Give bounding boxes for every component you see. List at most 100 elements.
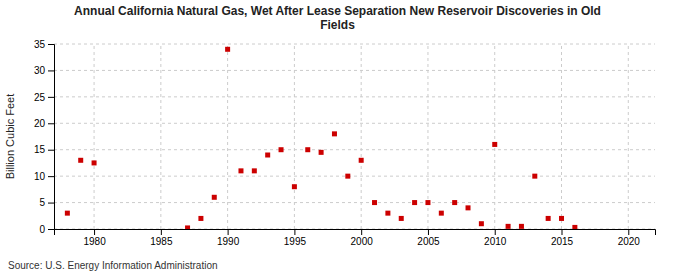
source: Source: U.S. Energy Information Administ…: [8, 260, 218, 271]
point: [252, 168, 257, 173]
x-tick-mark: [161, 229, 162, 235]
x-tick: 2000: [351, 229, 374, 247]
grid-line-x: [94, 44, 95, 229]
point: [198, 216, 203, 221]
point: [319, 150, 324, 155]
point: [92, 160, 97, 165]
grid-line-x: [628, 44, 629, 229]
point: [185, 225, 190, 229]
x-tick-mark: [361, 229, 362, 235]
x-tick: 2020: [618, 229, 641, 247]
point: [372, 200, 377, 205]
x-tick: 1980: [83, 229, 106, 247]
x-tick-label: 1980: [83, 236, 106, 247]
y-tick-label: 0: [39, 224, 45, 235]
point: [452, 200, 457, 205]
x-tick-label: 2005: [417, 236, 440, 247]
grid: [54, 44, 655, 229]
x-axis-line: [55, 230, 656, 236]
x-tick-mark: [562, 229, 563, 235]
point: [279, 147, 284, 152]
y-tick-label: 10: [34, 171, 46, 182]
x-tick-label: 1990: [217, 236, 240, 247]
point: [399, 216, 404, 221]
point: [479, 221, 484, 226]
grid-line-y: [54, 149, 655, 150]
y-tick: 35: [34, 39, 54, 50]
grid-line-x: [294, 44, 295, 229]
x-tick: 1990: [217, 229, 240, 247]
grid-line-y: [54, 96, 655, 97]
grid-line-x: [494, 44, 495, 229]
x-tick-label: 2020: [618, 236, 641, 247]
x-tick: 2015: [551, 229, 574, 247]
point: [65, 211, 70, 216]
x-tick-label: 1985: [150, 236, 173, 247]
chart: Annual California Natural Gas, Wet After…: [0, 0, 675, 275]
y-tick-label: 25: [34, 92, 46, 103]
point: [212, 195, 217, 200]
point: [519, 224, 524, 229]
y-tick-mark: [48, 150, 54, 151]
point: [265, 153, 270, 158]
grid-line-x: [561, 44, 562, 229]
x-tick: 1995: [284, 229, 307, 247]
y-tick-mark: [48, 70, 54, 71]
title-line: Fields: [320, 18, 355, 32]
y-tick: 20: [34, 118, 54, 129]
point: [466, 205, 471, 210]
y-axis: 0 5 10 15 20 25 30 35: [34, 39, 55, 235]
grid-line-y: [54, 70, 655, 71]
point: [425, 200, 430, 205]
point: [359, 158, 364, 163]
point: [332, 131, 337, 136]
x-tick: 2005: [417, 229, 440, 247]
point: [546, 216, 551, 221]
y-axis-line: [48, 45, 55, 230]
y-tick-label: 15: [34, 144, 46, 155]
y-tick: 15: [34, 144, 54, 155]
x-tick-mark: [228, 229, 229, 235]
y-tick: 25: [34, 92, 54, 103]
x-tick-mark: [294, 229, 295, 235]
title-line: Annual California Natural Gas, Wet After…: [74, 4, 601, 18]
x-tick-label: 2010: [484, 236, 507, 247]
x-tick-label: 1995: [284, 236, 307, 247]
y-tick-mark: [48, 176, 54, 177]
y-axis-label: Billion Cubic Feet: [4, 94, 16, 180]
point: [439, 211, 444, 216]
point: [492, 142, 497, 147]
grid-line-x: [227, 44, 228, 229]
y-tick: 10: [34, 171, 54, 182]
y-tick-label: 30: [34, 65, 46, 76]
x-axis: 1980 1985 1990 1995 2000 2005 2010 2015 2020: [55, 229, 656, 247]
x-tick-mark: [428, 229, 429, 235]
grid-line-x: [361, 44, 362, 229]
x-tick: 1985: [150, 229, 173, 247]
x-tick-label: 2015: [551, 236, 574, 247]
grid-line-x: [160, 44, 161, 229]
y-tick: 5: [39, 197, 54, 208]
point: [532, 174, 537, 179]
x-tick-mark: [94, 229, 95, 235]
y-tick-mark: [48, 229, 54, 230]
y-tick: 30: [34, 65, 54, 76]
point: [292, 184, 297, 189]
point: [238, 168, 243, 173]
y-tick-label: 35: [34, 39, 46, 50]
grid-line-y: [54, 44, 655, 45]
point: [506, 224, 511, 229]
point: [345, 174, 350, 179]
points: [65, 47, 578, 229]
x-tick-mark: [628, 229, 629, 235]
grid-line-y: [54, 176, 655, 177]
point: [572, 225, 577, 229]
point: [225, 47, 230, 52]
y-tick: 0: [39, 224, 54, 235]
x-tick-label: 2000: [351, 236, 374, 247]
x-tick: 2010: [484, 229, 507, 247]
point: [385, 211, 390, 216]
point: [412, 200, 417, 205]
x-tick-mark: [495, 229, 496, 235]
point: [78, 158, 83, 163]
